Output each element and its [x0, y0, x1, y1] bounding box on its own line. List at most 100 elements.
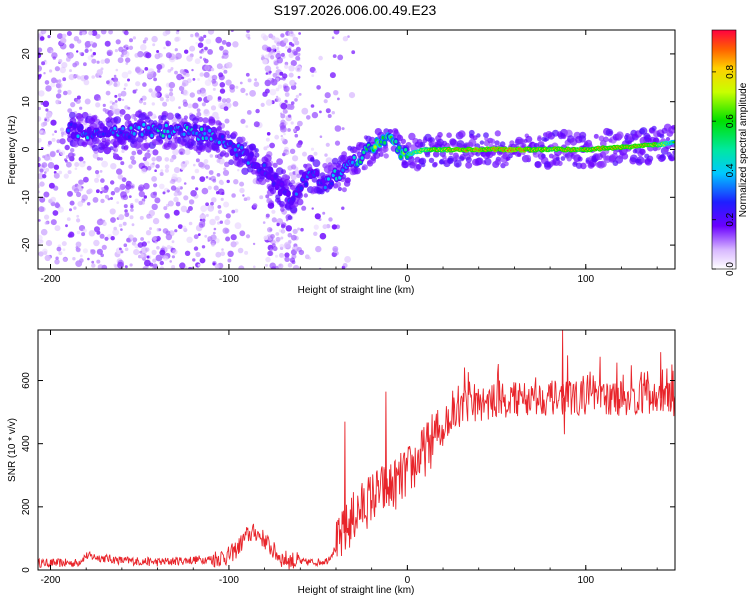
spectrogram-noise-dot	[208, 177, 212, 181]
spectrogram-noise-dot	[88, 230, 96, 237]
spectrogram-noise-dot	[192, 102, 199, 109]
spectrogram-noise-dot	[274, 134, 280, 140]
spectrogram-noise-dot	[249, 90, 256, 97]
spectrogram-noise-dot	[72, 62, 78, 68]
spectrogram-noise-dot	[199, 163, 206, 169]
spectrogram-halo-dot	[254, 148, 259, 153]
spectrogram-noise-dot	[253, 81, 260, 87]
spectrogram-noise-dot	[265, 137, 270, 142]
spectrogram-noise-dot	[301, 107, 309, 115]
spectrogram-noise-dot	[65, 159, 68, 163]
spectrogram-noise-dot	[210, 201, 214, 206]
spectrogram-noise-dot	[244, 250, 249, 255]
spectrogram-noise-dot	[54, 225, 61, 232]
spectrogram-noise-dot	[135, 88, 138, 92]
spectrogram-noise-dot	[324, 153, 328, 157]
spectrogram-noise-dot	[58, 59, 63, 63]
spectrogram-noise-dot	[133, 249, 140, 256]
spectrogram-noise-dot	[275, 66, 279, 70]
spectrogram-halo-dot	[226, 134, 231, 139]
spectrogram-halo-dot	[424, 152, 431, 158]
spectrogram-noise-dot	[54, 259, 60, 265]
spectrogram-noise-dot	[39, 196, 46, 203]
spectrogram-noise-dot	[123, 51, 130, 58]
spectrogram-noise-dot	[295, 55, 301, 61]
spectrogram-noise-dot	[144, 139, 148, 142]
spectrogram-noise-dot	[225, 79, 232, 86]
spectrogram-noise-dot	[261, 44, 269, 51]
spectrogram-noise-dot	[169, 180, 173, 184]
spectrogram-noise-dot	[79, 52, 82, 55]
spectrogram-noise-dot	[88, 30, 93, 36]
spectrogram-noise-dot	[204, 46, 208, 51]
spectrogram-noise-dot	[38, 234, 43, 242]
spectrogram-noise-dot	[170, 185, 177, 191]
spectrogram-noise-dot	[207, 236, 213, 242]
spectrogram-noise-dot	[265, 99, 273, 106]
spectrogram-noise-dot	[83, 62, 87, 67]
spectrogram-noise-dot	[266, 47, 272, 52]
spectrogram-noise-dot	[126, 237, 131, 243]
spectrogram-noise-dot	[153, 183, 158, 188]
spectrogram-y-tick-label: -20	[21, 237, 32, 252]
spectrogram-noise-dot	[41, 61, 46, 66]
spectrogram-noise-dot	[294, 98, 298, 102]
spectrogram-noise-dot	[223, 167, 227, 171]
spectrogram-noise-dot	[113, 263, 117, 267]
spectrogram-noise-dot	[230, 234, 237, 241]
spectrogram-noise-dot	[332, 246, 339, 252]
spectrogram-noise-dot	[234, 208, 239, 213]
spectrogram-noise-dot	[182, 225, 187, 230]
spectrogram-noise-dot	[114, 100, 118, 103]
spectrogram-noise-dot	[83, 176, 89, 183]
spectrogram-ridge-cell	[233, 147, 237, 152]
spectrogram-noise-dot	[38, 219, 41, 222]
spectrogram-noise-dot	[59, 66, 66, 74]
spectrogram-noise-dot	[44, 254, 51, 262]
spectrogram-noise-dot	[45, 167, 50, 172]
spectrogram-noise-dot	[279, 246, 284, 250]
spectrogram-halo-dot	[429, 137, 435, 143]
spectrogram-noise-dot	[162, 101, 168, 107]
spectrogram-halo-dot	[560, 156, 566, 161]
spectrogram-noise-dot	[39, 239, 44, 244]
spectrogram-halo-dot	[408, 132, 416, 141]
spectrogram-noise-dot	[214, 263, 220, 269]
spectrogram-noise-dot	[89, 41, 94, 45]
spectrogram-halo-dot	[517, 152, 522, 157]
spectrogram-noise-dot	[130, 208, 134, 212]
spectrogram-noise-dot	[260, 102, 265, 107]
spectrogram-noise-dot	[48, 182, 55, 189]
spectrogram-noise-dot	[140, 253, 145, 258]
spectrogram-noise-dot	[259, 195, 264, 200]
spectrogram-noise-dot	[195, 224, 203, 232]
spectrogram-noise-dot	[42, 174, 47, 179]
spectrogram-noise-dot	[89, 48, 93, 52]
spectrogram-ridge-cell	[158, 125, 162, 129]
spectrogram-halo-dot	[415, 163, 422, 170]
spectrogram-halo-dot	[158, 139, 164, 144]
spectrogram-noise-dot	[224, 161, 230, 168]
spectrogram-noise-dot	[121, 71, 129, 79]
colorbar: 0.0 0.2 0.4 0.6 0.8 Normalized spectral ampl…	[711, 29, 749, 276]
spectrogram-noise-dot	[145, 230, 152, 236]
spectrogram-noise-dot	[129, 215, 134, 220]
spectrogram-noise-dot	[112, 152, 116, 156]
spectrogram-noise-dot	[67, 170, 72, 175]
spectrogram-noise-dot	[301, 205, 307, 211]
spectrogram-noise-dot	[144, 259, 151, 267]
spectrogram-noise-dot	[121, 149, 125, 153]
spectrogram-noise-dot	[82, 248, 88, 254]
spectrogram-noise-dot	[173, 167, 181, 174]
spectrogram-noise-dot	[290, 121, 294, 125]
spectrogram-noise-dot	[331, 224, 338, 230]
spectrogram-halo-dot	[345, 177, 351, 184]
spectrogram-ridge-cell	[240, 145, 244, 150]
spectrogram-noise-dot	[54, 130, 57, 134]
spectrogram-noise-dot	[202, 218, 206, 222]
spectrogram-noise-dot	[157, 69, 161, 73]
spectrogram-noise-dot	[114, 187, 120, 193]
spectrogram-noise-dot	[195, 187, 199, 191]
spectrogram-noise-dot	[148, 209, 155, 217]
spectrogram-noise-dot	[208, 170, 214, 175]
